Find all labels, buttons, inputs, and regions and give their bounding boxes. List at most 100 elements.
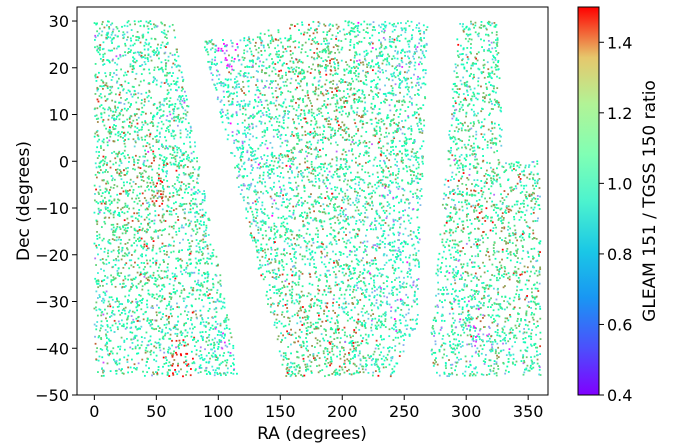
scatter-point bbox=[501, 248, 504, 251]
scatter-point bbox=[454, 239, 457, 242]
scatter-point bbox=[167, 83, 170, 86]
scatter-point bbox=[196, 228, 199, 231]
scatter-point bbox=[136, 300, 139, 303]
scatter-point bbox=[324, 162, 326, 165]
scatter-point bbox=[254, 208, 257, 211]
scatter-point bbox=[116, 206, 119, 209]
scatter-point bbox=[351, 93, 354, 96]
scatter-point bbox=[403, 76, 405, 79]
scatter-point bbox=[373, 284, 375, 287]
scatter-point bbox=[168, 25, 171, 28]
scatter-point bbox=[109, 89, 112, 92]
scatter-point bbox=[350, 105, 353, 108]
scatter-point bbox=[474, 56, 477, 59]
scatter-point bbox=[447, 179, 450, 182]
scatter-point bbox=[457, 226, 459, 228]
scatter-point bbox=[152, 137, 154, 140]
scatter-point bbox=[466, 56, 469, 58]
scatter-point bbox=[293, 73, 296, 75]
scatter-point bbox=[405, 166, 408, 169]
scatter-point bbox=[352, 288, 355, 291]
scatter-point bbox=[180, 150, 182, 153]
scatter-point bbox=[109, 339, 112, 342]
scatter-point bbox=[308, 140, 311, 143]
scatter-point bbox=[413, 46, 416, 48]
scatter-point bbox=[382, 292, 385, 294]
scatter-point bbox=[384, 222, 387, 224]
scatter-point bbox=[354, 254, 356, 257]
scatter-point bbox=[126, 318, 128, 321]
scatter-point bbox=[477, 146, 479, 149]
scatter-point bbox=[137, 212, 140, 214]
scatter-point bbox=[185, 114, 188, 117]
scatter-point bbox=[489, 84, 492, 86]
scatter-point bbox=[357, 259, 360, 262]
scatter-point bbox=[380, 315, 383, 318]
scatter-point bbox=[237, 54, 240, 57]
scatter-point bbox=[305, 347, 308, 350]
scatter-point bbox=[295, 66, 298, 69]
scatter-point bbox=[476, 304, 479, 307]
scatter-point bbox=[525, 368, 527, 371]
scatter-point bbox=[319, 219, 322, 221]
scatter-point bbox=[198, 246, 201, 249]
scatter-point bbox=[166, 89, 169, 92]
scatter-point bbox=[473, 179, 476, 182]
scatter-point bbox=[345, 306, 348, 309]
scatter-point bbox=[357, 42, 359, 45]
scatter-point bbox=[357, 176, 359, 179]
scatter-point bbox=[295, 70, 297, 73]
scatter-point bbox=[107, 31, 110, 34]
scatter-point bbox=[483, 296, 486, 299]
scatter-point bbox=[292, 213, 295, 216]
scatter-point bbox=[102, 171, 104, 174]
scatter-point bbox=[121, 131, 123, 133]
scatter-point bbox=[250, 164, 253, 167]
scatter-point bbox=[316, 52, 319, 55]
scatter-point bbox=[534, 203, 537, 205]
scatter-point bbox=[532, 191, 534, 194]
scatter-point bbox=[346, 358, 349, 361]
scatter-point bbox=[156, 129, 159, 132]
scatter-point bbox=[94, 74, 97, 77]
scatter-point bbox=[315, 120, 318, 123]
scatter-point bbox=[136, 320, 139, 322]
scatter-point bbox=[367, 186, 370, 189]
scatter-point bbox=[451, 307, 454, 310]
scatter-point bbox=[124, 275, 126, 278]
scatter-point bbox=[291, 171, 293, 174]
scatter-point bbox=[470, 189, 472, 192]
scatter-point bbox=[291, 188, 293, 191]
scatter-point bbox=[532, 178, 535, 181]
scatter-point bbox=[530, 300, 532, 303]
scatter-point bbox=[459, 254, 462, 257]
scatter-point bbox=[301, 72, 304, 75]
scatter-point bbox=[98, 296, 101, 298]
scatter-point bbox=[476, 170, 479, 173]
scatter-point bbox=[226, 67, 228, 69]
scatter-point bbox=[100, 96, 103, 99]
scatter-point bbox=[145, 254, 147, 257]
scatter-point bbox=[275, 53, 278, 56]
scatter-point bbox=[507, 178, 510, 181]
scatter-point bbox=[475, 307, 478, 310]
scatter-point bbox=[312, 354, 315, 356]
scatter-point bbox=[97, 253, 99, 256]
scatter-point bbox=[99, 161, 102, 164]
scatter-point bbox=[157, 122, 160, 124]
scatter-point bbox=[269, 53, 272, 55]
scatter-point bbox=[271, 214, 274, 217]
scatter-point bbox=[243, 49, 246, 52]
scatter-point bbox=[200, 335, 203, 338]
scatter-point bbox=[362, 281, 365, 283]
scatter-point bbox=[379, 326, 382, 329]
scatter-point bbox=[488, 74, 491, 77]
scatter-point bbox=[370, 41, 373, 44]
scatter-point bbox=[147, 129, 150, 132]
scatter-point bbox=[124, 312, 127, 315]
scatter-point bbox=[255, 193, 258, 196]
scatter-point bbox=[527, 226, 530, 228]
scatter-point bbox=[291, 291, 293, 294]
scatter-point bbox=[353, 306, 356, 309]
scatter-point bbox=[280, 235, 282, 237]
